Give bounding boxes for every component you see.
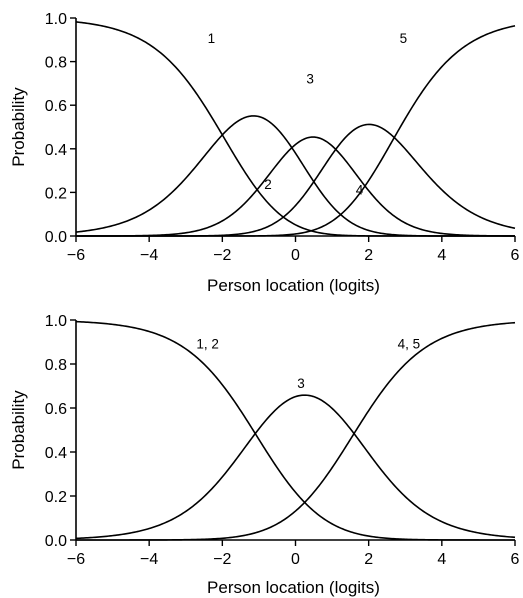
y-tick-label: 0.0 — [45, 229, 67, 246]
chart-1: −6 −4 −2 0 2 4 6 0.0 0.2 0.4 0.6 0.8 1.0 Person locat… — [9, 11, 520, 295]
curve-label: 2 — [264, 177, 272, 192]
curve-label: 4, 5 — [398, 337, 421, 352]
x-tick-label: 0 — [291, 247, 300, 264]
x-axis-title: Person location (logits) — [207, 578, 380, 597]
curve-category-4 — [76, 123, 516, 237]
x-axis-title: Person location (logits) — [207, 276, 380, 295]
x-tick-label: −2 — [213, 247, 231, 264]
x-tick-label: −4 — [140, 247, 158, 264]
y-tick-label: 0.8 — [45, 55, 67, 72]
y-tick-label: 0.2 — [45, 185, 67, 202]
curve-category-1 — [75, 21, 515, 237]
x-tick-label: 2 — [364, 551, 373, 568]
y-tick-label: 0.6 — [45, 401, 67, 418]
x-tick-label: 6 — [511, 551, 520, 568]
curve-label: 1, 2 — [196, 337, 219, 352]
y-tick-label: 0.8 — [45, 357, 67, 374]
y-tick-label: 0.6 — [45, 98, 67, 115]
curve-label: 3 — [297, 376, 305, 391]
x-tick-label: −6 — [67, 551, 85, 568]
x-tick-label: −6 — [67, 247, 85, 264]
x-tick-label: −2 — [213, 551, 231, 568]
curve-category-3 — [76, 321, 516, 541]
curve-category-5 — [76, 25, 516, 237]
x-tick-label: −4 — [140, 551, 158, 568]
y-tick-label: 0.2 — [45, 489, 67, 506]
curve-category-2 — [75, 394, 516, 540]
y-axis-title: Probability — [9, 390, 28, 470]
curve-category-1 — [75, 320, 515, 541]
y-axis-title: Probability — [9, 87, 28, 167]
x-tick-label: 6 — [511, 247, 520, 264]
curve-label: 3 — [306, 71, 314, 86]
chart-2: −6 −4 −2 0 2 4 6 0.0 0.2 0.4 0.6 0.8 1.0 Person locat… — [9, 313, 520, 597]
x-tick-label: 4 — [437, 247, 446, 264]
x-tick-label: 2 — [364, 247, 373, 264]
y-tick-label: 0.4 — [45, 142, 67, 159]
curve-label: 1 — [208, 31, 216, 46]
x-tick-label: 0 — [291, 551, 300, 568]
curve-label: 5 — [400, 31, 408, 46]
y-tick-label: 1.0 — [45, 11, 67, 28]
x-tick-label: 4 — [437, 551, 446, 568]
y-tick-label: 1.0 — [45, 313, 67, 330]
curve-label: 4 — [356, 183, 364, 198]
y-tick-label: 0.4 — [45, 445, 67, 462]
curve-category-2 — [75, 115, 515, 237]
y-tick-label: 0.0 — [45, 533, 67, 550]
